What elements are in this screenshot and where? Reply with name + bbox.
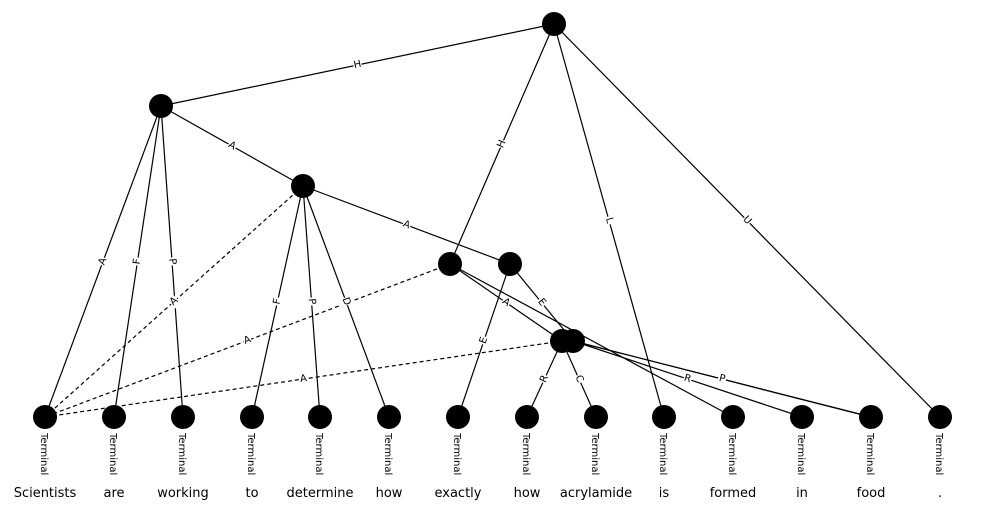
terminal-type-label: Terminal (313, 432, 324, 475)
terminal-node (584, 405, 608, 429)
terminal-8: Terminal acrylamide (560, 405, 632, 501)
svg-text:H: H (353, 59, 363, 71)
terminal-node (652, 405, 676, 429)
token-text: to (245, 486, 258, 501)
edge-label-n5a-t8: C (572, 373, 586, 385)
edge-label-n5b-t11: R (682, 372, 693, 386)
terminal-node (102, 405, 126, 429)
terminal-5: Terminal how (376, 405, 403, 501)
edge-labels-layer: HHLUAAFPAAFPDAAEEARCRPP (96, 58, 754, 386)
token-text: acrylamide (560, 486, 632, 501)
edge-label-n4-t6: E (477, 335, 491, 346)
node-n5b (561, 329, 585, 353)
terminal-11: Terminal in (790, 405, 814, 501)
terminal-10: Terminal formed (710, 405, 757, 501)
terminal-type-label: Terminal (657, 432, 668, 475)
terminal-type-label: Terminal (933, 432, 944, 475)
terminal-type-label: Terminal (589, 432, 600, 475)
edge-label-n3-t0: A (242, 333, 254, 347)
svg-text:R: R (682, 373, 692, 386)
terminal-type-label: Terminal (795, 432, 806, 475)
token-text: how (514, 486, 541, 501)
svg-text:P: P (166, 258, 177, 265)
terminal-node (515, 405, 539, 429)
node-root (542, 12, 566, 36)
token-text: formed (710, 486, 757, 501)
terminal-13: Terminal. (928, 405, 952, 501)
edge-label-root-t9: L (602, 215, 616, 226)
edge-label-n2-t3: F (271, 296, 284, 306)
token-text: in (796, 486, 808, 501)
edge-label-n1-n2: A (226, 139, 239, 153)
edge-label-n1-t2: P (166, 257, 179, 266)
terminal-1: Terminal are (102, 405, 126, 501)
terminal-type-label: Terminal (382, 432, 393, 475)
node-n4 (498, 252, 522, 276)
edge-label-root-n1: H (352, 58, 362, 71)
terminal-node (928, 405, 952, 429)
terminal-type-label: Terminal (451, 432, 462, 475)
terminal-3: Terminal to (240, 405, 264, 501)
terminal-type-label: Terminal (520, 432, 531, 475)
terminal-4: Terminal determine (287, 405, 354, 501)
terminal-node (790, 405, 814, 429)
edge-label-n2-t0: A (167, 294, 181, 308)
token-text: . (938, 486, 942, 501)
terminal-node (240, 405, 264, 429)
terminal-7: Terminal how (514, 405, 541, 501)
node-n2 (291, 174, 315, 198)
token-text: working (157, 486, 209, 501)
edge-label-root-n3: H (495, 138, 509, 150)
edge-label-n2-t4: P (305, 297, 318, 306)
terminal-9: Terminal is (652, 405, 676, 501)
terminal-node (446, 405, 470, 429)
terminal-12: Terminal food (857, 405, 886, 501)
terminal-node (171, 405, 195, 429)
terminal-type-label: Terminal (107, 432, 118, 475)
edge-label-n5a-t7: R (537, 373, 551, 385)
terminal-type-label: Terminal (38, 432, 49, 475)
svg-text:A: A (168, 295, 181, 308)
edge-label-n5b-n5b_p: P (717, 372, 728, 386)
terminal-node (377, 405, 401, 429)
svg-text:E: E (478, 336, 490, 346)
terminal-node (33, 405, 57, 429)
token-text: how (376, 486, 403, 501)
terminal-2: Terminal working (157, 405, 209, 501)
terminal-node (859, 405, 883, 429)
terminal-type-label: Terminal (176, 432, 187, 475)
terminal-6: Terminal exactly (435, 405, 482, 501)
edge-label-n1-t1: F (131, 257, 144, 267)
edge-label-n2-t5: D (339, 296, 353, 308)
edge-n3-t10 (450, 264, 733, 417)
terminal-node (721, 405, 745, 429)
token-text: determine (287, 486, 354, 501)
token-text: exactly (435, 486, 482, 501)
terminal-0: Terminal Scientists (14, 405, 77, 501)
edge-label-n5a-t0: A (299, 372, 309, 385)
terminal-type-label: Terminal (726, 432, 737, 475)
edge-label-n4-n5b: E (534, 296, 548, 310)
terminal-node (308, 405, 332, 429)
edges-layer (45, 24, 940, 417)
token-text: food (857, 486, 886, 501)
terminals-layer: Terminal Scientists Terminal are Terminal wor… (14, 405, 952, 501)
token-text: is (659, 486, 670, 501)
token-text: are (103, 486, 124, 501)
token-text: Scientists (14, 486, 77, 501)
terminal-type-label: Terminal (245, 432, 256, 475)
node-n3 (438, 252, 462, 276)
terminal-type-label: Terminal (864, 432, 875, 475)
edge-label-n1-t0: A (96, 256, 110, 268)
svg-text:P: P (306, 298, 317, 305)
node-n1 (149, 94, 173, 118)
edge-label-n2-n4: A (401, 218, 413, 232)
